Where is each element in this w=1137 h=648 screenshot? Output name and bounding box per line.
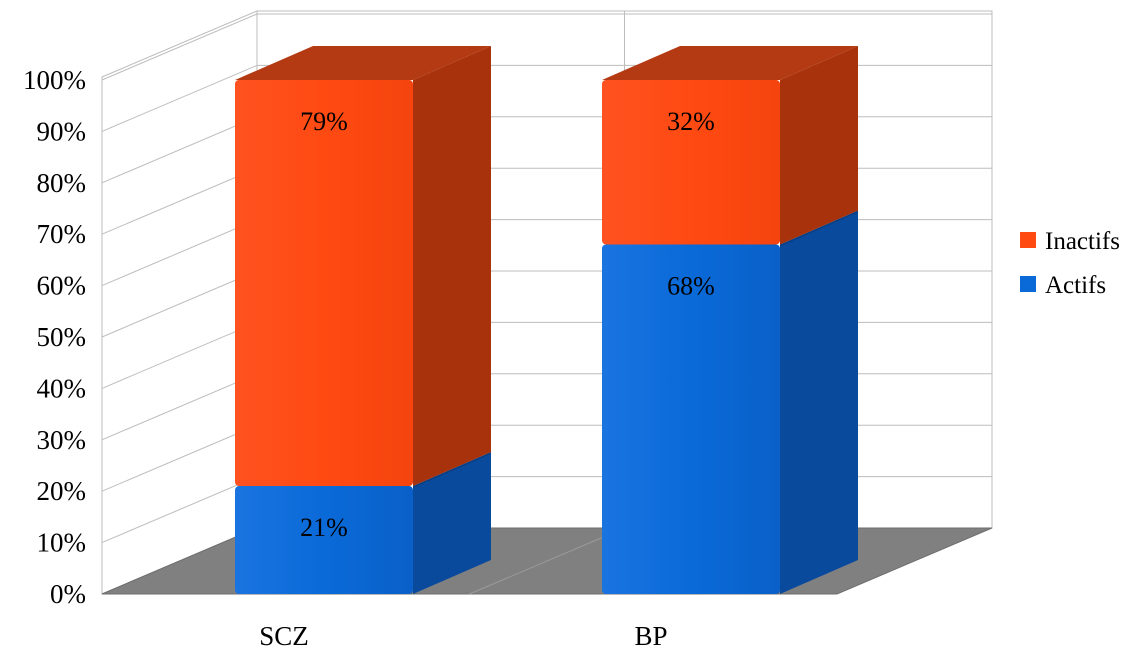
y-tick-label: 40% [37,373,87,403]
y-tick-label: 50% [37,322,87,352]
gridline-side [101,167,258,235]
bar-front-face [235,486,413,594]
legend-swatch [1020,232,1036,248]
bar-side-face [413,46,491,487]
data-label-inactifs-bp: 32% [667,107,715,136]
legend: Inactifs Actifs [1020,228,1120,299]
data-labels-group: 21% 79% 68% 32% [300,107,715,542]
gridline-side [101,424,258,492]
bar-side-face [413,452,491,594]
y-tick-label: 30% [37,425,87,455]
y-tick-label: 10% [37,528,87,558]
bar-segment-actifs-bp [602,210,858,595]
bar-front-face [235,80,413,487]
data-label-actifs-bp: 68% [667,271,715,300]
gridline-side [101,13,258,81]
bar-side-face [780,210,858,595]
category-labels-group: SCZ BP [259,621,667,648]
legend-label: Actifs [1045,272,1106,299]
bar-front-face [602,244,780,595]
gridline-side [101,270,258,338]
data-label-inactifs-scz: 79% [300,107,348,136]
y-tick-label: 80% [37,168,87,198]
category-label: BP [634,621,667,648]
bar-segment-inactifs-bp [602,46,858,245]
y-tick-label: 90% [37,116,87,146]
gridline-side [101,321,258,389]
y-tick-label: 0% [50,579,86,609]
y-tick-label: 20% [37,476,87,506]
floor-divider [469,527,625,595]
y-tick-label: 70% [37,219,87,249]
legend-swatch [1020,276,1036,292]
bar-segment-actifs-scz [235,452,491,594]
bar-front-face [602,80,780,245]
bar-top-face [235,46,491,80]
legend-item-inactifs: Inactifs [1020,228,1120,255]
bars-group [235,46,858,595]
category-label: SCZ [259,621,309,648]
y-axis-ticks: 0% 10% 20% 30% 40% 50% 60% 70% 80% 90% 100% [23,65,86,609]
gridline-side [101,116,258,184]
legend-item-actifs: Actifs [1020,272,1106,299]
data-label-actifs-scz: 21% [300,513,348,542]
gridline-side [101,219,258,287]
bar-segment-inactifs-scz [235,46,491,487]
gridline-side [101,373,258,441]
gridline-side [101,476,258,544]
bar-side-face [780,46,858,245]
gridline-side [101,64,258,132]
y-tick-label: 100% [23,65,86,95]
bar-top-face [602,46,858,80]
y-tick-label: 60% [37,271,87,301]
bar-seam [413,452,491,489]
bar-seam [780,210,858,247]
legend-label: Inactifs [1045,228,1120,255]
